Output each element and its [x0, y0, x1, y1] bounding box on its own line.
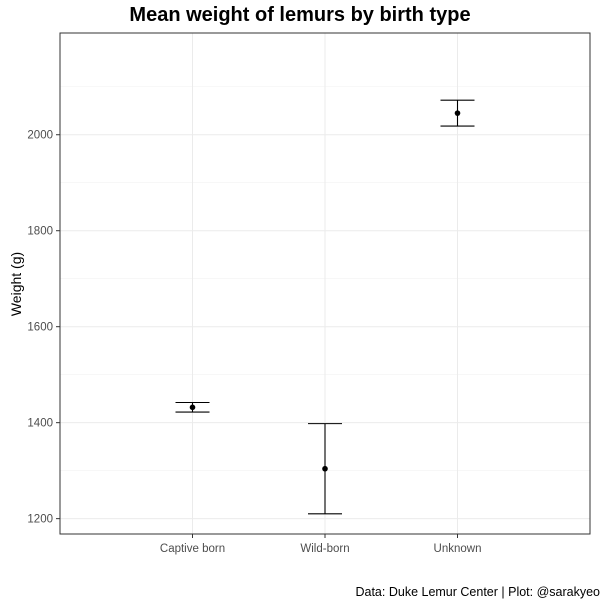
- y-tick-label: 1400: [27, 418, 53, 430]
- chart-caption: Data: Duke Lemur Center | Plot: @sarakye…: [355, 585, 600, 599]
- y-tick-label: 1800: [27, 226, 53, 238]
- mean-point: [454, 110, 461, 116]
- panel-border: [59, 32, 591, 535]
- mean-point: [322, 465, 328, 472]
- tick-layer: 1200 1400 1600 1800 2000 Captive born Wild-bor…: [27, 130, 481, 555]
- x-tick-label: Unknown: [434, 543, 482, 555]
- y-tick-label: 2000: [27, 130, 53, 142]
- x-tick-label: Captive born: [160, 543, 225, 555]
- mean-point: [189, 404, 196, 411]
- y-tick-label: 1600: [27, 322, 53, 334]
- x-tick-label: Wild-born: [300, 543, 349, 555]
- y-axis-title: Weight (g): [8, 252, 24, 316]
- chart-title: Mean weight of lemurs by birth type: [129, 4, 470, 26]
- grid-layer: [60, 33, 590, 534]
- y-tick-label: 1200: [27, 514, 53, 526]
- mark-layer: [175, 99, 475, 515]
